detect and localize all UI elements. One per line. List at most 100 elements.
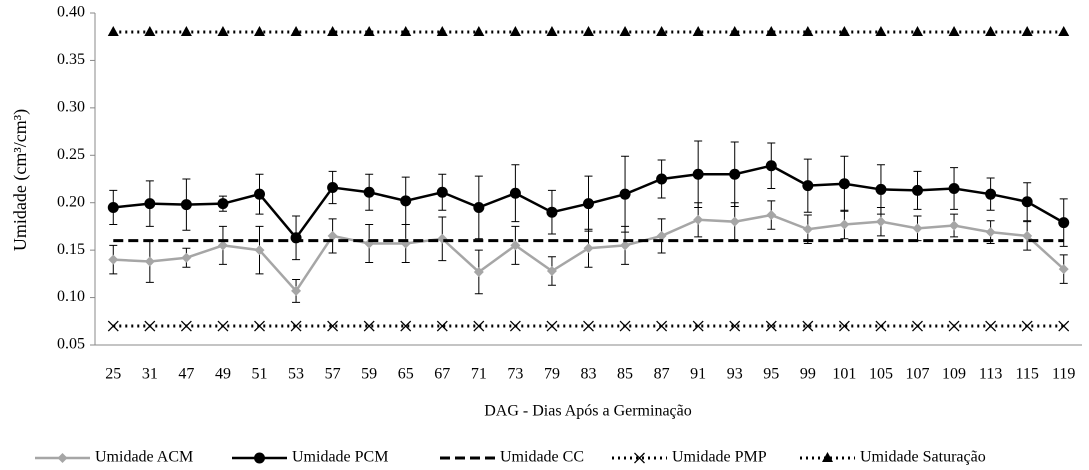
- y-tick-label: 0.35: [57, 51, 85, 68]
- marker: [436, 25, 448, 36]
- marker: [802, 180, 814, 192]
- marker: [875, 183, 887, 195]
- marker: [656, 230, 667, 241]
- x-tick-label: 31: [142, 366, 158, 383]
- marker: [656, 173, 668, 185]
- marker: [290, 25, 302, 36]
- marker: [181, 252, 192, 263]
- marker: [912, 320, 923, 332]
- x-tick-label: 105: [869, 366, 893, 383]
- marker: [217, 320, 229, 332]
- marker: [583, 198, 594, 210]
- marker: [436, 186, 448, 198]
- marker: [692, 168, 704, 180]
- marker: [363, 186, 375, 198]
- marker: [254, 188, 265, 200]
- marker: [875, 216, 886, 227]
- marker: [766, 210, 777, 221]
- marker: [765, 160, 777, 172]
- x-tick-label: 71: [471, 366, 487, 383]
- marker: [473, 201, 485, 213]
- marker: [985, 320, 997, 332]
- marker: [838, 178, 850, 190]
- x-tick-label: 51: [252, 366, 268, 383]
- marker: [1058, 320, 1070, 332]
- marker: [217, 240, 228, 251]
- marker: [875, 25, 887, 36]
- marker: [692, 320, 704, 332]
- marker: [912, 184, 923, 196]
- marker: [583, 25, 594, 36]
- marker: [619, 320, 631, 332]
- y-tick-label: 0.10: [57, 288, 85, 305]
- marker: [400, 320, 412, 332]
- marker: [144, 25, 156, 36]
- marker: [327, 230, 338, 241]
- marker: [291, 285, 302, 296]
- marker: [546, 266, 557, 277]
- marker: [254, 25, 265, 36]
- marker: [546, 206, 558, 218]
- x-tick-label: 83: [581, 366, 597, 383]
- marker: [583, 320, 594, 332]
- x-tick-label: 113: [979, 366, 1002, 383]
- marker: [875, 320, 887, 332]
- marker: [656, 320, 668, 332]
- marker: [546, 25, 558, 36]
- marker: [656, 25, 668, 36]
- marker: [400, 25, 412, 36]
- marker: [327, 320, 339, 332]
- marker: [692, 25, 704, 36]
- marker: [839, 219, 850, 230]
- marker: [1021, 196, 1033, 208]
- marker: [509, 25, 521, 36]
- x-tick-label: 119: [1052, 366, 1075, 383]
- marker: [985, 188, 997, 200]
- marker: [546, 320, 558, 332]
- marker: [583, 243, 594, 254]
- x-tick-label: 115: [1015, 366, 1038, 383]
- marker: [619, 25, 631, 36]
- marker: [912, 223, 923, 234]
- legend-label: Umidade PCM: [292, 449, 388, 466]
- marker: [802, 25, 814, 36]
- marker: [729, 216, 740, 227]
- x-tick-label: 95: [763, 366, 779, 383]
- x-tick-label: 65: [398, 366, 414, 383]
- y-tick-label: 0.05: [57, 336, 85, 353]
- marker: [363, 320, 375, 332]
- marker: [254, 452, 265, 464]
- marker: [948, 182, 960, 194]
- x-tick-label: 85: [617, 366, 633, 383]
- marker: [838, 320, 850, 332]
- marker: [1058, 217, 1070, 229]
- marker: [107, 320, 119, 332]
- marker: [509, 187, 521, 199]
- marker: [1058, 264, 1069, 275]
- marker: [729, 25, 741, 36]
- legend-label: Umidade CC: [500, 449, 584, 466]
- marker: [510, 240, 521, 251]
- x-tick-label: 73: [507, 366, 523, 383]
- marker: [254, 245, 265, 256]
- marker: [619, 188, 631, 200]
- y-axis-label: Umidade (cm³/cm³): [10, 109, 31, 251]
- x-tick-label: 47: [178, 366, 194, 383]
- marker: [985, 25, 997, 36]
- marker: [107, 201, 119, 213]
- x-tick-label: 67: [434, 366, 450, 383]
- marker: [620, 240, 631, 251]
- legend-label: Umidade PMP: [672, 449, 767, 466]
- marker: [473, 320, 485, 332]
- marker: [838, 25, 850, 36]
- marker: [144, 256, 155, 267]
- x-tick-label: 53: [288, 366, 304, 383]
- marker: [400, 195, 412, 207]
- y-tick-label: 0.20: [57, 193, 85, 210]
- x-tick-label: 79: [544, 366, 560, 383]
- marker: [802, 224, 813, 235]
- marker: [765, 25, 777, 36]
- x-tick-label: 49: [215, 366, 231, 383]
- x-tick-label: 87: [654, 366, 670, 383]
- marker: [363, 25, 375, 36]
